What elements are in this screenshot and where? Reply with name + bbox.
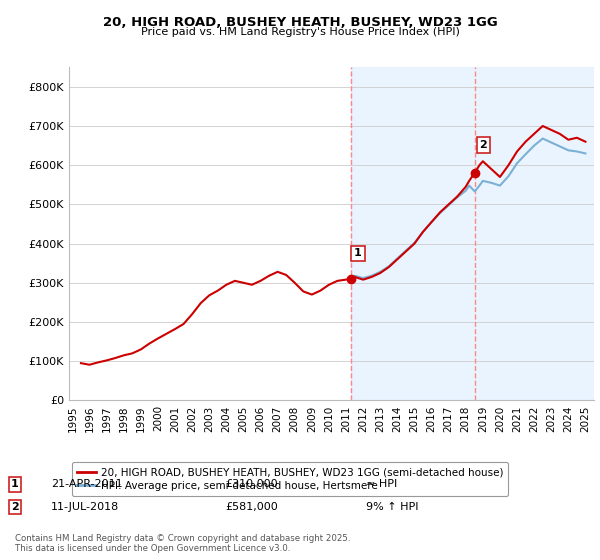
Text: 9% ↑ HPI: 9% ↑ HPI	[366, 502, 419, 512]
Text: ≈ HPI: ≈ HPI	[366, 479, 397, 489]
Text: 1: 1	[354, 249, 362, 258]
Legend: 20, HIGH ROAD, BUSHEY HEATH, BUSHEY, WD23 1GG (semi-detached house), HPI: Averag: 20, HIGH ROAD, BUSHEY HEATH, BUSHEY, WD2…	[71, 462, 508, 496]
Bar	[351, 67, 594, 400]
Text: 2: 2	[11, 502, 19, 512]
Text: 2: 2	[479, 140, 487, 150]
Text: Contains HM Land Registry data © Crown copyright and database right 2025.
This d: Contains HM Land Registry data © Crown c…	[15, 534, 350, 553]
Text: 21-APR-2011: 21-APR-2011	[51, 479, 122, 489]
Text: 11-JUL-2018: 11-JUL-2018	[51, 502, 119, 512]
Text: 1: 1	[11, 479, 19, 489]
Text: Price paid vs. HM Land Registry's House Price Index (HPI): Price paid vs. HM Land Registry's House …	[140, 27, 460, 37]
Text: 20, HIGH ROAD, BUSHEY HEATH, BUSHEY, WD23 1GG: 20, HIGH ROAD, BUSHEY HEATH, BUSHEY, WD2…	[103, 16, 497, 29]
Text: £310,000: £310,000	[225, 479, 278, 489]
Text: £581,000: £581,000	[225, 502, 278, 512]
